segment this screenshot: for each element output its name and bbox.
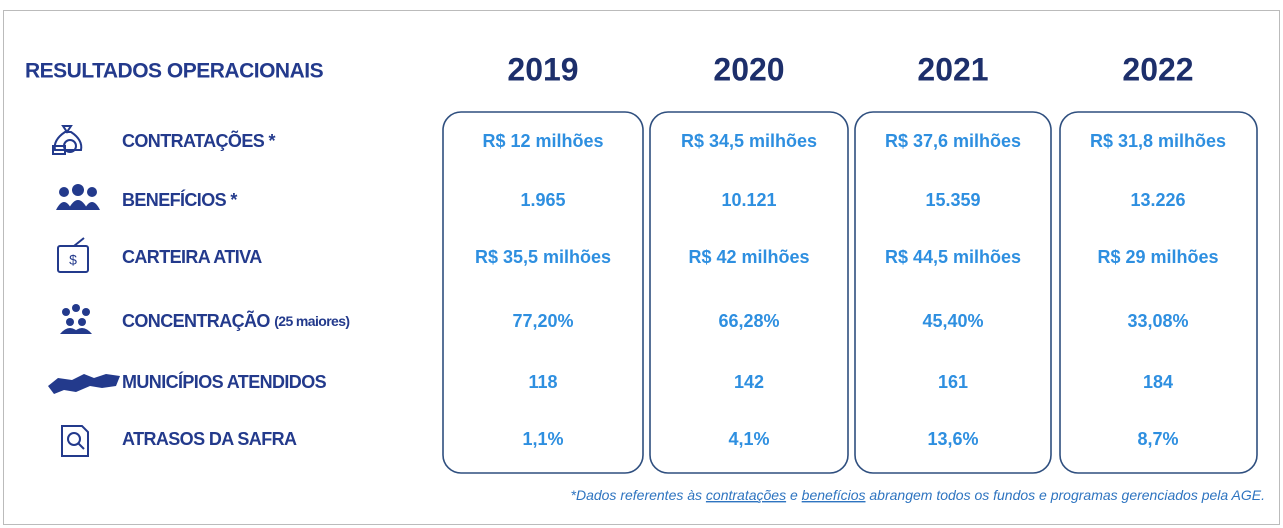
cell-value: 13,6% — [927, 429, 978, 449]
cell-value: 118 — [528, 372, 557, 392]
footnote-part: *Dados referentes às — [571, 487, 706, 503]
row-label: MUNICÍPIOS ATENDIDOS — [122, 371, 327, 392]
cell-value: 13.226 — [1130, 190, 1185, 210]
cell-value: 77,20% — [512, 311, 573, 331]
cell-value: R$ 42 milhões — [688, 247, 809, 267]
label-text: ATRASOS DA SAFRA — [122, 429, 297, 449]
year-boxes — [442, 111, 1258, 474]
label-text: CARTEIRA ATIVA — [122, 247, 262, 267]
map-icon — [48, 374, 120, 394]
cell-value: 8,7% — [1137, 429, 1178, 449]
label-text: CONTRATAÇÕES * — [122, 130, 276, 151]
footnote: *Dados referentes às contratações e bene… — [571, 487, 1265, 503]
row-label: ATRASOS DA SAFRA — [122, 429, 297, 449]
box — [854, 111, 1052, 474]
cell-value: 1.965 — [520, 190, 565, 210]
footnote-part: e — [786, 487, 802, 503]
cell-value: 142 — [734, 372, 764, 392]
cell-value: R$ 35,5 milhões — [475, 247, 611, 267]
footnote-part: abrangem todos os fundos e programas ger… — [866, 487, 1266, 503]
year: 2021 — [917, 51, 988, 87]
row-label: CARTEIRA ATIVA — [122, 247, 262, 267]
frame — [3, 10, 1280, 525]
row-label: CONCENTRAÇÃO (25 maiores) — [122, 310, 350, 331]
cell-value: R$ 37,6 milhões — [885, 131, 1021, 151]
wallet-icon: $ — [57, 237, 89, 273]
row-label: BENEFÍCIOS * — [122, 189, 237, 210]
people-icon — [56, 184, 100, 210]
box — [1059, 111, 1258, 474]
title: RESULTADOS OPERACIONAIS — [25, 60, 324, 83]
year: 2022 — [1122, 51, 1193, 87]
box — [649, 111, 849, 474]
label-text: MUNICÍPIOS ATENDIDOS — [122, 371, 327, 392]
row-label: CONTRATAÇÕES * — [122, 130, 276, 151]
cell-value: R$ 12 milhões — [482, 131, 603, 151]
cell-value: 45,40% — [922, 311, 983, 331]
cell-value: R$ 31,8 milhões — [1090, 131, 1226, 151]
cell-value: 33,08% — [1127, 311, 1188, 331]
cell-value: 161 — [938, 372, 968, 392]
svg-text:$: $ — [69, 252, 77, 268]
cell-value: 10.121 — [721, 190, 776, 210]
cell-value: R$ 34,5 milhões — [681, 131, 817, 151]
footnote-part: benefícios — [802, 487, 866, 503]
cell-value: 15.359 — [925, 190, 980, 210]
label-text: CONCENTRAÇÃO — [122, 310, 270, 331]
cell-value: 66,28% — [718, 311, 779, 331]
label-text: BENEFÍCIOS * — [122, 189, 237, 210]
box — [442, 111, 644, 474]
cell-value: R$ 29 milhões — [1097, 247, 1218, 267]
year: 2019 — [507, 51, 578, 87]
cell-value: 1,1% — [522, 429, 563, 449]
icons: $ — [48, 125, 120, 457]
group-icon — [60, 304, 92, 334]
money-bag-icon — [52, 125, 83, 155]
cell-value: R$ 44,5 milhões — [885, 247, 1021, 267]
footnote-part: contratações — [706, 487, 786, 503]
document-icon — [61, 425, 89, 457]
label-note: (25 maiores) — [274, 313, 349, 329]
cell-value: 184 — [1143, 372, 1173, 392]
cell-value: 4,1% — [728, 429, 769, 449]
year: 2020 — [713, 51, 784, 87]
